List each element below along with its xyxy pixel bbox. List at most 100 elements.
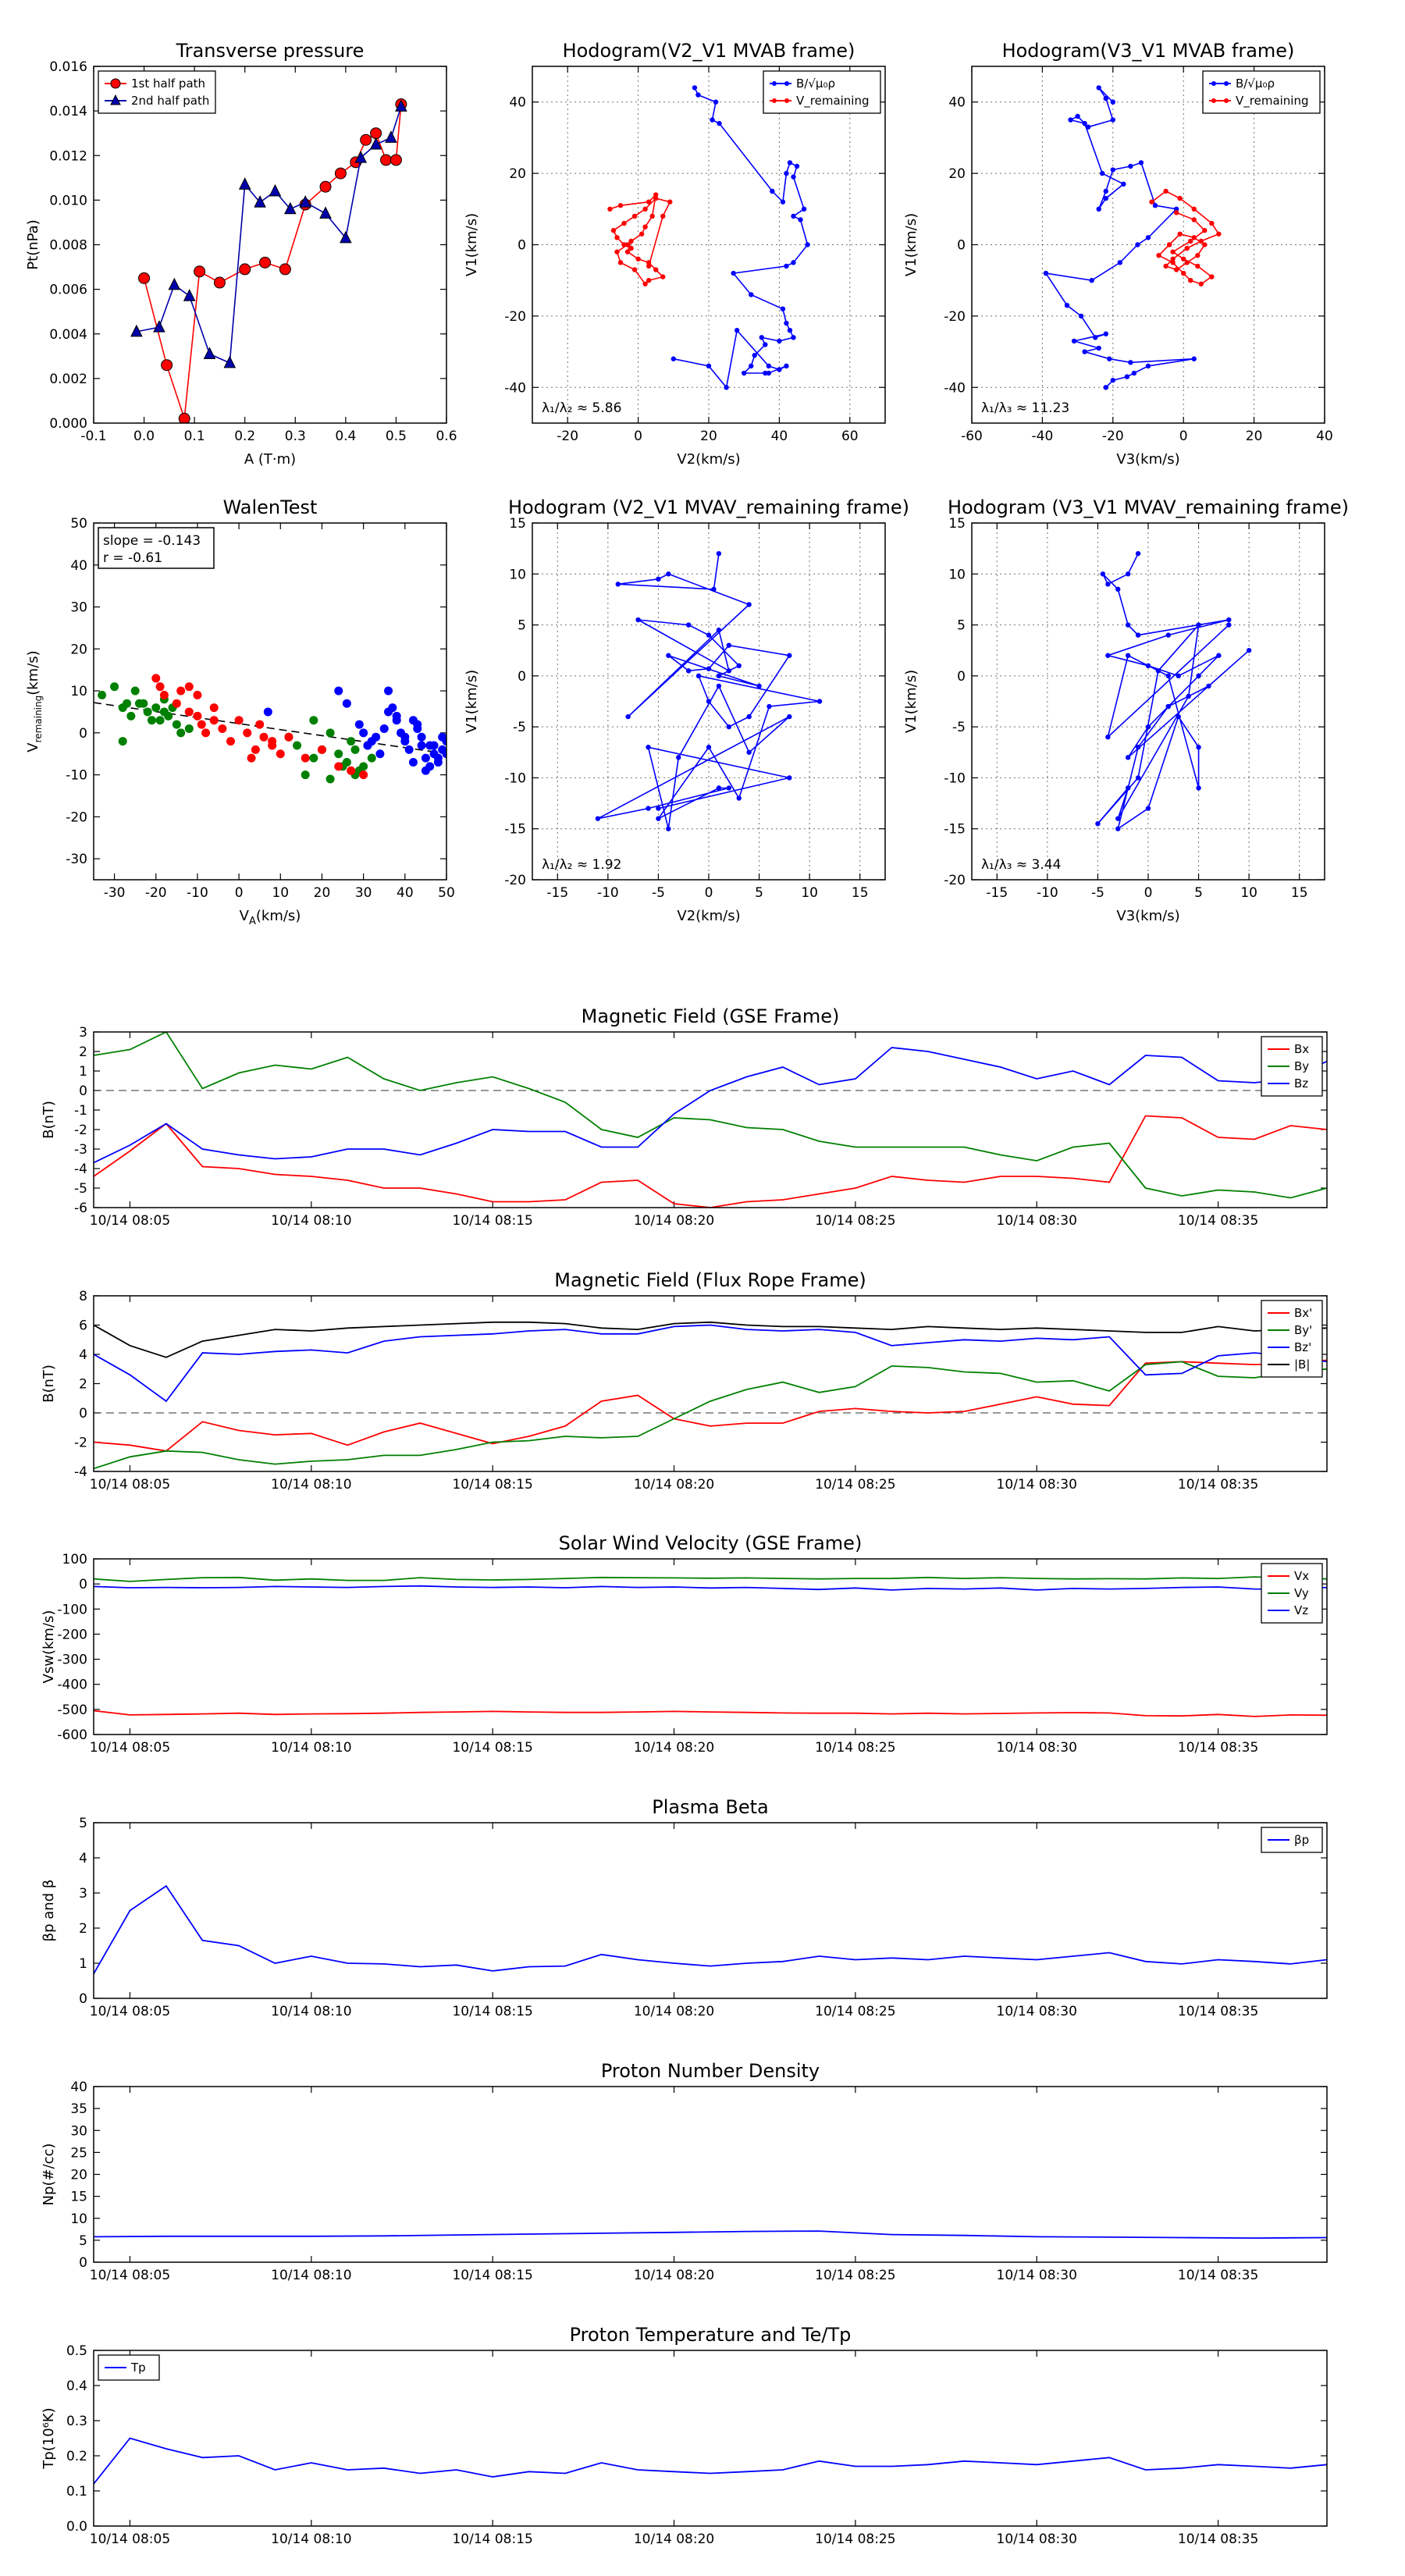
x-axis-label: V2(km/s) [677, 451, 740, 468]
chart-title: Magnetic Field (Flux Rope Frame) [554, 1269, 866, 1291]
data-point [194, 265, 206, 278]
y-axis-label: Vsw(km/s) [41, 1610, 57, 1684]
eigen-ratio-label: λ₁/λ₃ ≈ 3.44 [981, 857, 1061, 873]
series-line [94, 2230, 1327, 2240]
x-tick-label: 10 [272, 885, 289, 901]
data-point [717, 120, 722, 126]
legend-marker [1224, 81, 1229, 86]
data-point [429, 741, 439, 750]
y-tick-label: -2 [74, 1436, 87, 1451]
data-point [1163, 188, 1168, 194]
y-tick-label: -20 [944, 309, 966, 325]
data-point [1216, 653, 1222, 658]
data-point [172, 720, 181, 729]
data-point [347, 737, 356, 746]
data-point [367, 753, 376, 763]
data-point [1121, 181, 1126, 187]
data-point [359, 728, 368, 738]
data-point [309, 716, 318, 725]
x-tick-label: 0.2 [234, 429, 255, 444]
chart-title: Hodogram (V3_V1 MVAV_remaining frame) [948, 496, 1349, 518]
data-point [1176, 713, 1181, 720]
data-point [421, 753, 430, 763]
data-point [413, 720, 422, 729]
data-point [392, 716, 401, 725]
y-tick-label: -40 [944, 380, 966, 396]
data-point [711, 586, 717, 592]
data-point [716, 673, 722, 679]
data-point [284, 201, 297, 215]
data-point [1206, 683, 1211, 689]
data-point [284, 732, 293, 742]
x-tick-label: 10/14 08:20 [634, 1740, 714, 1756]
data-point [1138, 160, 1144, 165]
data-point [1125, 622, 1131, 628]
data-point [254, 195, 266, 208]
data-point [110, 682, 119, 692]
panel-hodogram-v3: Hodogram(V3_V1 MVAB frame) -60 -40 -20 0 20 40… [903, 40, 1333, 468]
data-point [787, 160, 793, 165]
x-tick-label: 10/14 08:20 [634, 2268, 714, 2283]
data-point [746, 713, 752, 720]
chart-title: Plasma Beta [652, 1796, 768, 1818]
data-point [1103, 385, 1108, 390]
data-point [631, 267, 638, 272]
data-point [767, 703, 772, 710]
data-point [631, 213, 638, 219]
x-tick-label: 0 [1179, 429, 1188, 444]
chart-title: Proton Temperature and Te/Tp [570, 2324, 852, 2346]
data-point [763, 342, 768, 347]
x-tick-label: -30 [104, 885, 126, 901]
data-point [359, 770, 368, 780]
data-point [379, 724, 389, 733]
data-point [259, 732, 269, 742]
legend-entry: By' [1294, 1323, 1312, 1337]
y-tick-label: 40 [70, 2080, 87, 2095]
data-point [347, 766, 356, 775]
x-tick-label: 10/14 08:15 [452, 1477, 532, 1493]
y-tick-label: -200 [57, 1627, 87, 1642]
y-tick-label: 0.012 [49, 148, 87, 164]
x-tick-label: -20 [145, 885, 167, 901]
data-point [360, 133, 372, 146]
data-point [301, 753, 310, 763]
data-point [1100, 571, 1106, 577]
x-tick-label: 10/14 08:15 [452, 1213, 532, 1229]
data-point [268, 737, 277, 746]
data-point [367, 737, 376, 746]
data-point [1173, 206, 1179, 212]
legend-marker [1211, 81, 1216, 86]
data-point [625, 713, 631, 720]
data-point [653, 267, 659, 272]
data-point [1125, 653, 1131, 658]
y-tick-label: 35 [70, 2101, 87, 2117]
data-point [756, 683, 762, 689]
chart-title: Hodogram(V2_V1 MVAB frame) [563, 40, 855, 62]
data-point [1082, 120, 1087, 126]
x-tick-label: 0.3 [285, 429, 306, 444]
plot-frame [93, 2350, 1328, 2527]
data-point [726, 724, 732, 730]
data-point [787, 775, 792, 781]
series-line [94, 2437, 1327, 2485]
x-tick-label: 15 [1291, 885, 1308, 901]
data-point [777, 338, 782, 344]
series-line [94, 1321, 1327, 1358]
y-axis-label: Tp(10⁶K) [41, 2407, 57, 2469]
data-point [1191, 206, 1197, 212]
legend-marker [772, 81, 777, 86]
series-line [143, 104, 402, 419]
data-point [1177, 231, 1183, 237]
data-point [1145, 724, 1151, 730]
y-tick-label: -300 [57, 1653, 87, 1668]
data-point [791, 174, 796, 180]
data-point [787, 653, 792, 658]
series-line [94, 1585, 1327, 1591]
y-axis-label: V1(km/s) [903, 213, 919, 276]
data-point [726, 642, 732, 648]
x-tick-label: 10/14 08:25 [815, 1477, 895, 1493]
data-point [1125, 571, 1131, 577]
data-point [646, 806, 651, 811]
y-tick-label: 8 [79, 1289, 87, 1304]
y-tick-label: 0.008 [49, 238, 87, 254]
